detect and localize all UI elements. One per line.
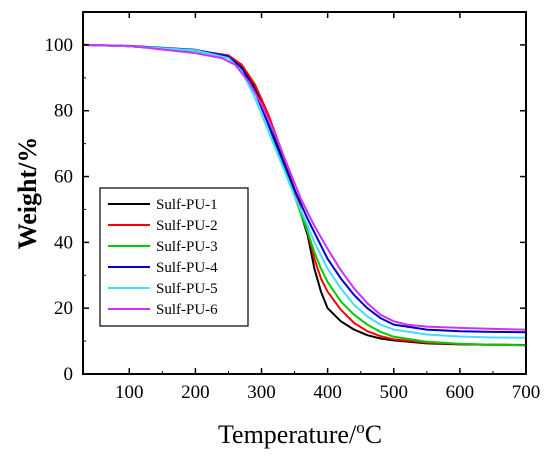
- y-tick-label: 40: [54, 232, 73, 253]
- x-tick-label: 100: [115, 382, 144, 403]
- legend-label-3: Sulf-PU-3: [156, 239, 218, 255]
- legend: Sulf-PU-1 Sulf-PU-2 Sulf-PU-3 Sulf-PU-4 Sulf…: [99, 187, 249, 327]
- plot-frame: [82, 11, 527, 375]
- series-line-2: [82, 43, 527, 346]
- x-tick-label: 500: [380, 382, 409, 403]
- y-tick-label: 60: [54, 167, 73, 188]
- x-axis-title-main: Temperature/: [218, 420, 357, 449]
- axis-ticks: 100 200 300 400 500 600 700 0 20 40 60 80 100: [45, 12, 541, 403]
- degree-sign: o: [356, 418, 365, 437]
- series-lines: [82, 43, 527, 347]
- legend-label-2: Sulf-PU-2: [156, 218, 218, 234]
- y-tick-label: 0: [64, 364, 74, 385]
- x-axis-title: Temperature/oC: [218, 418, 382, 449]
- x-tick-label: 400: [313, 382, 342, 403]
- legend-label-1: Sulf-PU-1: [156, 197, 218, 213]
- x-tick-label: 300: [247, 382, 276, 403]
- y-tick-label: 20: [54, 298, 73, 319]
- x-tick-label: 200: [181, 382, 210, 403]
- legend-box: [99, 187, 249, 327]
- y-axis-title: Weight/%: [13, 137, 42, 250]
- series-line-6: [82, 43, 527, 331]
- y-tick-label: 80: [54, 101, 73, 122]
- legend-label-6: Sulf-PU-6: [156, 302, 218, 318]
- legend-label-4: Sulf-PU-4: [156, 260, 218, 276]
- legend-label-5: Sulf-PU-5: [156, 281, 218, 297]
- x-tick-label: 600: [446, 382, 475, 403]
- unit-letter: C: [365, 420, 382, 449]
- x-tick-label: 700: [512, 382, 541, 403]
- y-tick-label: 100: [45, 35, 74, 56]
- series-line-4: [82, 43, 527, 334]
- x-axis-title-unit: oC: [356, 418, 382, 449]
